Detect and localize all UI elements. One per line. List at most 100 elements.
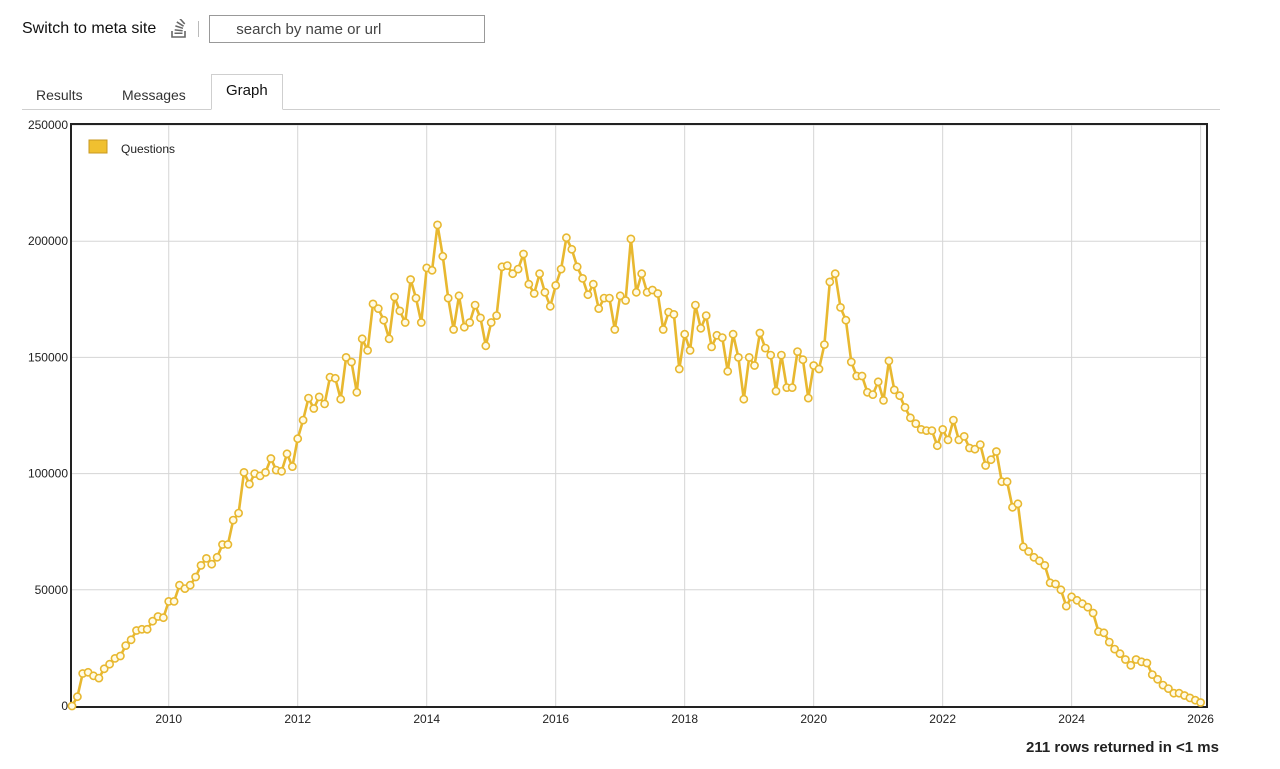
data-point bbox=[766, 350, 776, 360]
data-point bbox=[207, 559, 217, 569]
data-point bbox=[744, 352, 754, 362]
data-point bbox=[594, 304, 604, 313]
data-point bbox=[621, 296, 630, 305]
data-point bbox=[927, 426, 937, 435]
data-point bbox=[266, 454, 276, 463]
data-point bbox=[680, 329, 690, 339]
data-point bbox=[481, 341, 491, 351]
rows-returned-status: 211 rows returned in <1 ms bbox=[1025, 739, 1219, 756]
data-point bbox=[529, 289, 539, 298]
data-point bbox=[674, 364, 684, 374]
data-point bbox=[728, 329, 738, 339]
data-point bbox=[701, 311, 711, 320]
series-questions bbox=[67, 220, 1205, 711]
data-point bbox=[465, 318, 475, 327]
tab-results[interactable]: Results bbox=[36, 87, 83, 103]
data-point bbox=[244, 479, 254, 489]
tick-labels: 2010 2012 2014 2016 2018 2020 2022 2024 2026 0 500… bbox=[28, 118, 1214, 726]
data-point bbox=[1142, 658, 1152, 668]
data-point bbox=[400, 318, 410, 327]
divider bbox=[198, 21, 200, 37]
data-point bbox=[1013, 499, 1023, 509]
x-tick-label: 2020 bbox=[800, 712, 827, 726]
data-point bbox=[330, 373, 340, 383]
data-point bbox=[653, 289, 663, 298]
data-point bbox=[277, 466, 286, 476]
data-point bbox=[239, 467, 249, 477]
data-point bbox=[540, 287, 550, 297]
data-point bbox=[1115, 649, 1125, 659]
stack-exchange-icon[interactable] bbox=[170, 17, 188, 39]
data-point bbox=[492, 311, 501, 320]
data-point bbox=[846, 357, 856, 367]
top-bar: Switch to meta site bbox=[22, 14, 486, 44]
data-point bbox=[1040, 560, 1050, 570]
data-point bbox=[798, 355, 808, 365]
data-point bbox=[900, 402, 910, 412]
data-point bbox=[1061, 601, 1071, 611]
data-point bbox=[777, 350, 786, 360]
data-point bbox=[411, 293, 421, 303]
tab-graph[interactable]: Graph bbox=[211, 74, 283, 110]
data-point bbox=[314, 392, 324, 402]
data-point bbox=[336, 394, 346, 404]
data-point bbox=[185, 580, 195, 590]
data-point bbox=[449, 325, 458, 334]
y-tick-label: 50000 bbox=[35, 583, 69, 597]
data-point bbox=[669, 309, 679, 319]
questions-line-chart: 2010 2012 2014 2016 2018 2020 2022 2024 2026 0 500… bbox=[28, 118, 1214, 726]
legend: Questions bbox=[88, 139, 175, 156]
data-point bbox=[911, 419, 921, 428]
tab-messages[interactable]: Messages bbox=[122, 87, 186, 103]
data-point bbox=[406, 275, 415, 284]
data-point bbox=[519, 249, 528, 259]
data-point bbox=[889, 385, 899, 395]
data-point bbox=[943, 435, 953, 445]
data-point bbox=[814, 364, 824, 374]
data-point bbox=[373, 304, 383, 313]
data-point bbox=[212, 552, 222, 562]
data-point bbox=[1024, 547, 1033, 556]
grid-lines bbox=[72, 124, 1206, 706]
data-point bbox=[1147, 670, 1157, 679]
data-point bbox=[1121, 655, 1130, 664]
data-point bbox=[508, 269, 518, 279]
data-point bbox=[116, 651, 125, 661]
data-point bbox=[771, 386, 781, 396]
data-point bbox=[196, 560, 206, 570]
data-point bbox=[739, 394, 749, 404]
data-point bbox=[384, 334, 394, 344]
data-point bbox=[395, 306, 405, 316]
legend-label: Questions bbox=[121, 142, 175, 156]
data-point bbox=[148, 616, 157, 626]
data-point bbox=[841, 315, 851, 325]
x-tick-label: 2024 bbox=[1058, 712, 1085, 726]
data-point bbox=[121, 641, 131, 650]
data-point bbox=[556, 264, 566, 274]
data-point bbox=[986, 455, 996, 465]
data-point bbox=[1196, 698, 1205, 707]
data-point bbox=[981, 461, 990, 470]
data-point bbox=[1104, 637, 1114, 647]
switch-to-meta-link[interactable]: Switch to meta site bbox=[22, 20, 157, 37]
legend-swatch bbox=[88, 139, 108, 154]
x-tick-label: 2010 bbox=[155, 712, 182, 726]
data-point bbox=[535, 269, 544, 279]
x-tick-label: 2026 bbox=[1187, 712, 1214, 726]
data-point bbox=[379, 315, 389, 325]
search-input[interactable] bbox=[209, 15, 486, 43]
data-point bbox=[755, 328, 765, 338]
data-point bbox=[1153, 674, 1162, 684]
data-point bbox=[873, 377, 883, 387]
data-point bbox=[99, 664, 109, 674]
data-point bbox=[1126, 660, 1136, 670]
data-point bbox=[992, 447, 1001, 456]
data-point bbox=[228, 515, 238, 525]
data-point bbox=[486, 318, 496, 327]
data-point bbox=[723, 366, 733, 376]
data-point bbox=[572, 262, 582, 272]
y-tick-label: 100000 bbox=[28, 467, 68, 481]
data-point bbox=[631, 287, 641, 297]
data-point bbox=[287, 462, 297, 471]
data-point bbox=[884, 356, 894, 366]
